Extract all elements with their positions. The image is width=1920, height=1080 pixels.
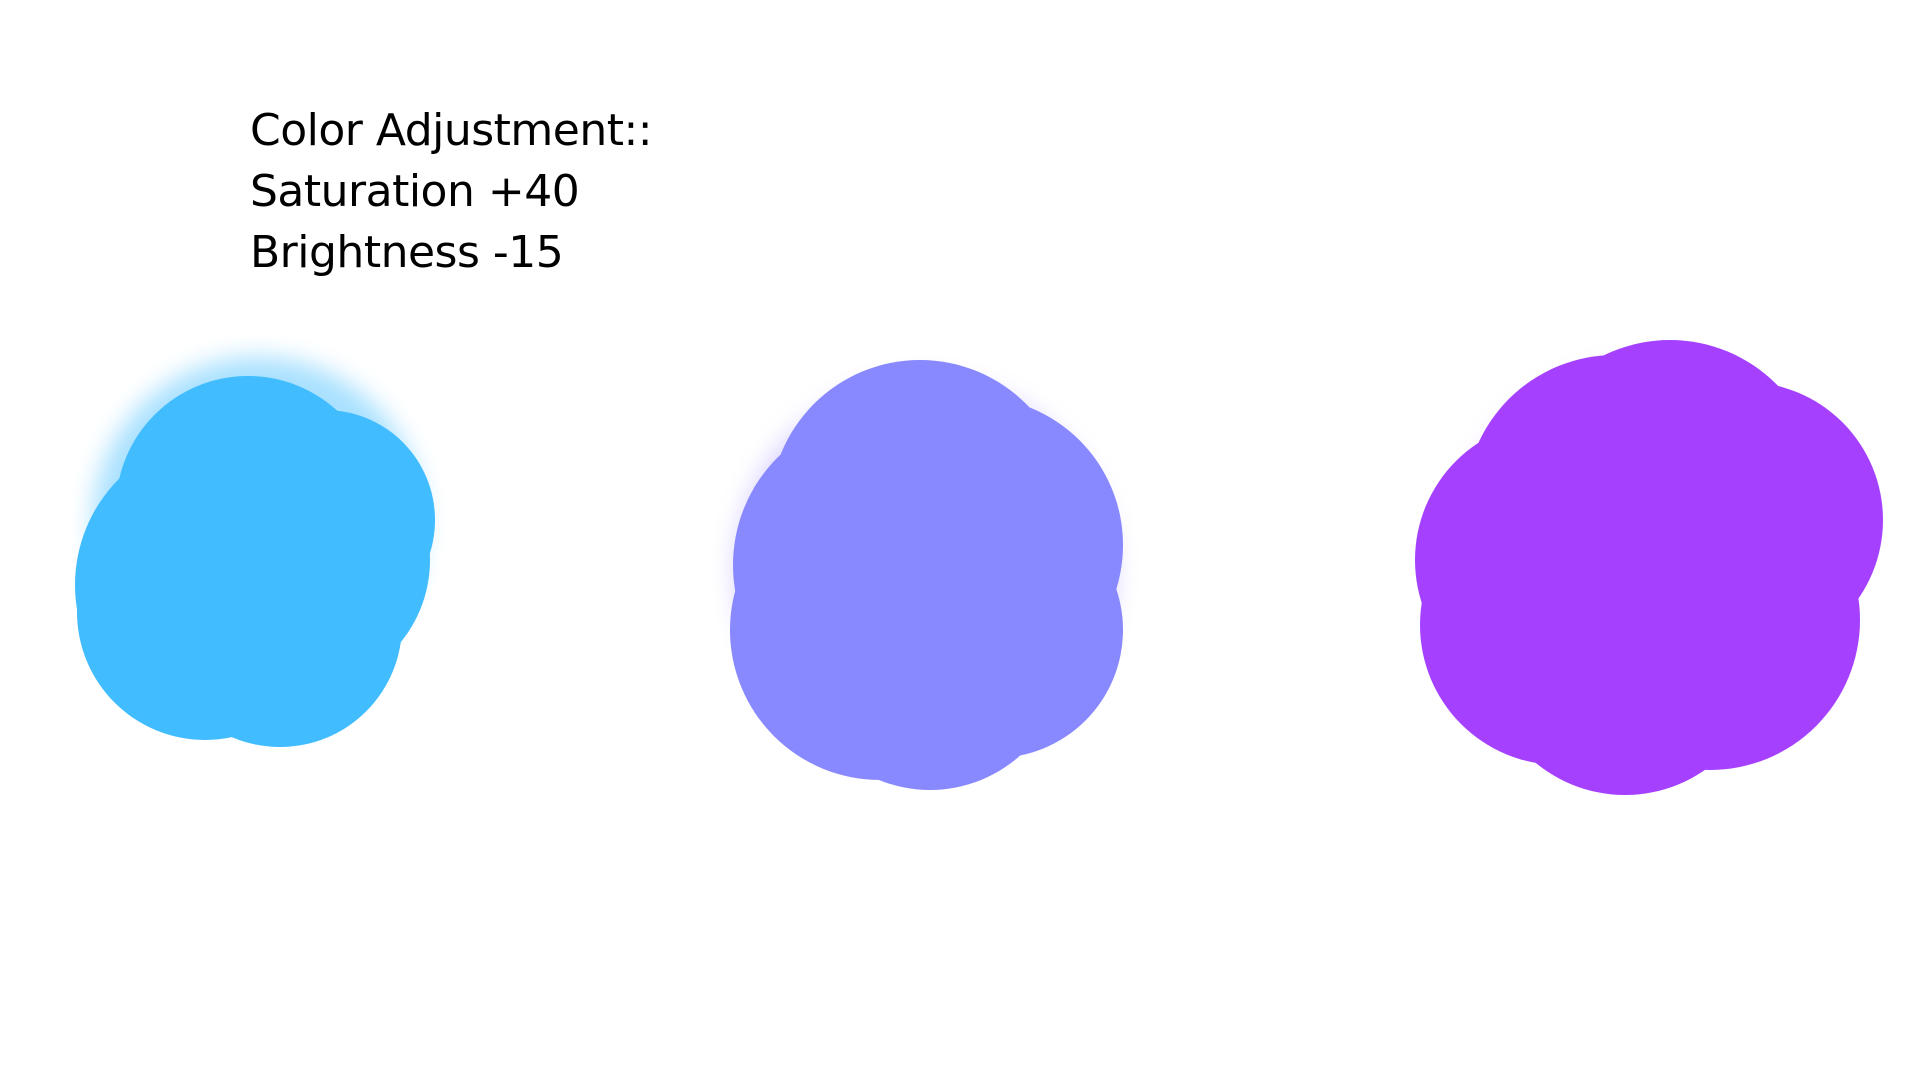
color-adjustment-caption: Color Adjustment:: Saturation +40 Bright… — [250, 100, 653, 283]
periwinkle-blob — [730, 360, 1123, 790]
saturation-label: Saturation +40 — [250, 166, 580, 217]
brightness-label: Brightness -15 — [250, 227, 564, 278]
violet-blob — [1415, 340, 1883, 795]
cyan-blob — [75, 357, 435, 747]
caption-title: Color Adjustment:: — [250, 105, 653, 156]
